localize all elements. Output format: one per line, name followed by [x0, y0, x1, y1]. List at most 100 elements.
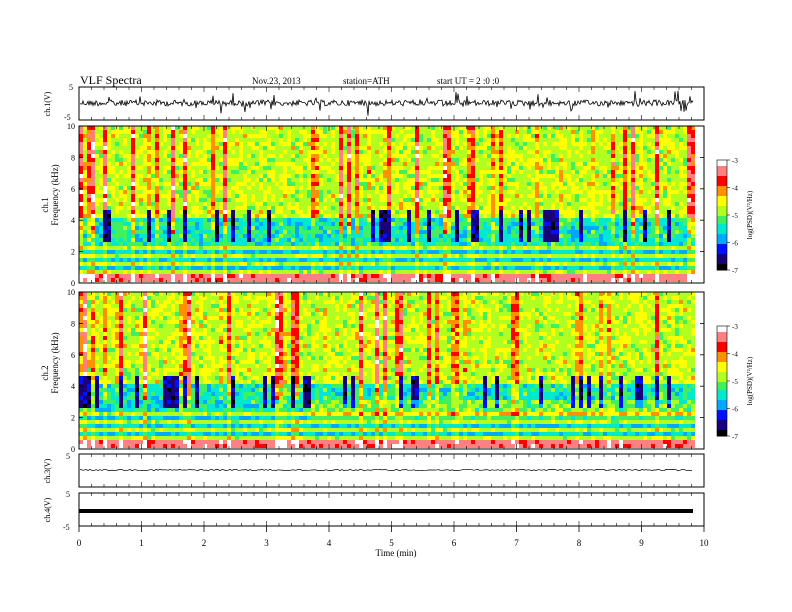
spectrogram-cell — [319, 226, 323, 230]
spectrogram-cell — [163, 146, 167, 150]
spectrogram-cell — [91, 170, 95, 174]
spectrogram-cell — [391, 130, 395, 134]
spectrogram-cell — [467, 262, 471, 266]
spectrogram-cell — [399, 162, 403, 166]
spectrogram-cell — [459, 230, 463, 234]
spectrogram-cell — [219, 134, 223, 138]
spectrogram-cell — [363, 158, 367, 162]
spectrogram-cell — [279, 198, 283, 202]
spectrogram-cell — [399, 182, 403, 186]
spectrogram-cell — [431, 142, 435, 146]
spectrogram-cell — [267, 130, 271, 134]
spectrogram-cell — [335, 214, 339, 218]
spectrogram-cell — [231, 134, 235, 138]
spectrogram-cell — [423, 170, 427, 174]
spectrogram-cell — [183, 210, 187, 214]
spectrogram-cell — [271, 242, 275, 246]
spectrogram-cell — [491, 234, 495, 238]
spectrogram-cell — [135, 238, 139, 242]
spectrogram-cell — [571, 198, 575, 202]
spectrogram-cell — [315, 278, 319, 282]
spectrogram-cell — [363, 134, 367, 138]
spectrogram-cell — [579, 158, 583, 162]
spectrogram-cell — [299, 146, 303, 150]
spectrogram-cell — [535, 206, 539, 210]
spectrogram-cell — [79, 274, 83, 278]
spectrogram-cell — [319, 166, 323, 170]
spectrogram-cell — [459, 170, 463, 174]
spectrogram-cell — [283, 198, 287, 202]
spectrogram-cell — [175, 170, 179, 174]
spectrogram-cell — [391, 202, 395, 206]
spectrogram-cell — [543, 274, 547, 278]
spectrogram-cell — [187, 214, 191, 218]
spectrogram-cell — [323, 126, 327, 130]
spectrogram-cell — [115, 242, 119, 246]
spectrogram-cell — [483, 134, 487, 138]
spectrogram-cell — [111, 230, 115, 234]
spectrogram-cell — [143, 210, 147, 214]
spectrogram-cell — [83, 250, 87, 254]
spectrogram-cell — [515, 242, 519, 246]
spectrogram-cell — [559, 258, 563, 262]
spectrogram-cell — [571, 150, 575, 154]
spectrogram-cell — [351, 146, 355, 150]
spectrogram-cell — [203, 246, 207, 250]
spectrogram-cell — [335, 274, 339, 278]
spectrogram-cell — [135, 234, 139, 238]
spectrogram-cell — [335, 234, 339, 238]
spectrogram-cell — [543, 182, 547, 186]
spectrogram-cell — [355, 162, 359, 166]
spectrogram-cell — [179, 186, 183, 190]
spectrogram-cell — [303, 246, 307, 250]
spectrogram-cell — [383, 194, 387, 198]
spectrogram-cell — [551, 146, 555, 150]
spectrogram-cell — [103, 226, 107, 230]
spectrogram-cell — [131, 126, 135, 130]
spectrogram-cell — [331, 166, 335, 170]
spectrogram-cell — [347, 266, 351, 270]
spectrogram-cell — [487, 178, 491, 182]
spectrogram-cell — [95, 250, 99, 254]
spectrogram-cell — [159, 190, 163, 194]
spectrogram-cell — [179, 174, 183, 178]
spectrogram-cell — [175, 166, 179, 170]
spectrogram-cell — [151, 150, 155, 154]
spectrogram-cell — [311, 138, 315, 142]
spectrogram-cell — [507, 154, 511, 158]
spectrogram-cell — [219, 190, 223, 194]
spectrogram-cell — [355, 250, 359, 254]
spectrogram-cell — [403, 130, 407, 134]
spectrogram-cell — [215, 198, 219, 202]
spectrogram-cell — [511, 278, 515, 282]
spectrogram-cell — [163, 218, 167, 222]
spectrogram-cell — [567, 146, 571, 150]
spectrogram-cell — [451, 142, 455, 146]
spectrogram-cell — [411, 138, 415, 142]
spectrogram-cell — [95, 202, 99, 206]
spectrogram-cell — [463, 270, 467, 274]
spectrogram-cell — [163, 222, 167, 226]
spectrogram-cell — [519, 210, 523, 214]
spectrogram-cell — [175, 262, 179, 266]
spectrogram-cell — [363, 154, 367, 158]
spectrogram-cell — [475, 262, 479, 266]
spectrogram-cell — [503, 242, 507, 246]
spectrogram-cell — [311, 238, 315, 242]
spectrogram-cell — [499, 278, 503, 282]
spectrogram-cell — [419, 242, 423, 246]
spectrogram-cell — [347, 150, 351, 154]
spectrogram-cell — [511, 242, 515, 246]
spectrogram-cell — [279, 170, 283, 174]
spectrogram-cell — [115, 234, 119, 238]
spectrogram-cell — [307, 198, 311, 202]
spectrogram-cell — [131, 274, 135, 278]
spectrogram-cell — [159, 210, 163, 214]
spectrogram-cell — [351, 154, 355, 158]
spectrogram-cell — [371, 198, 375, 202]
spectrogram-cell — [551, 242, 555, 246]
spectrogram-cell — [159, 198, 163, 202]
spectrogram-cell — [363, 194, 367, 198]
spectrogram-cell — [323, 226, 327, 230]
spectrogram-cell — [227, 138, 231, 142]
